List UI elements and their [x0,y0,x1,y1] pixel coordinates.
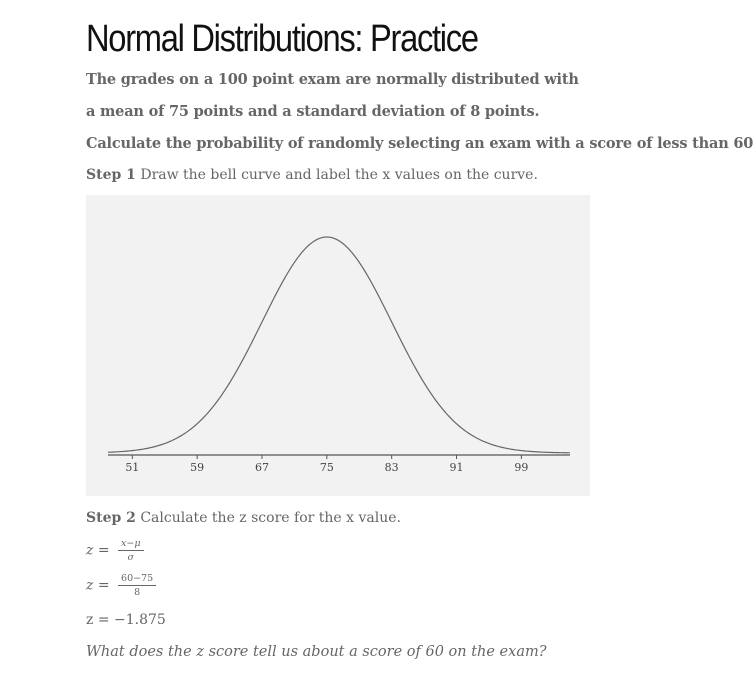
x-tick-label: 83 [385,461,399,474]
step-2: Step 2 Calculate the z score for the x v… [86,508,401,528]
intro-line-2: a mean of 75 points and a standard devia… [86,103,540,120]
z-result: z = −1.875 [86,612,166,628]
equals-sign: = [97,542,110,559]
substituted-denominator: 8 [134,587,141,598]
general-numerator: x−μ [118,538,144,551]
step-1-label: Step 1 [86,167,136,183]
x-tick-label: 51 [125,461,139,474]
z-formula-general: z = x−μ σ [86,538,144,563]
bell-curve-line [107,236,571,454]
substituted-numerator: 60−75 [118,573,157,586]
question-text: What does the z score tell us about a sc… [86,644,547,660]
bell-curve-chart: 51 59 67 75 83 91 99 [86,195,590,496]
step-2-label: Step 2 [86,510,136,526]
page-title: Normal Distributions: Practice [86,18,479,60]
equals-sign: = [97,577,110,594]
x-tick-label: 59 [190,461,204,474]
step-1: Step 1 Draw the bell curve and label the… [86,165,538,185]
x-tick-label: 67 [255,461,269,474]
bell-curve-svg: 51 59 67 75 83 91 99 [107,236,571,474]
general-fraction: x−μ σ [118,538,144,563]
z-variable: z [86,542,94,559]
x-tick-label: 91 [450,461,464,474]
z-variable: z [86,577,94,594]
x-tick-label: 75 [320,461,334,474]
step-2-text: Calculate the z score for the x value. [140,510,401,526]
step-1-text: Draw the bell curve and label the x valu… [140,167,538,183]
x-tick-label: 99 [514,461,528,474]
substituted-fraction: 60−75 8 [118,573,157,598]
z-formula-substituted: z = 60−75 8 [86,573,157,598]
intro-line-3: Calculate the probability of randomly se… [86,135,754,152]
intro-line-1: The grades on a 100 point exam are norma… [86,71,579,88]
general-denominator: σ [127,552,135,563]
